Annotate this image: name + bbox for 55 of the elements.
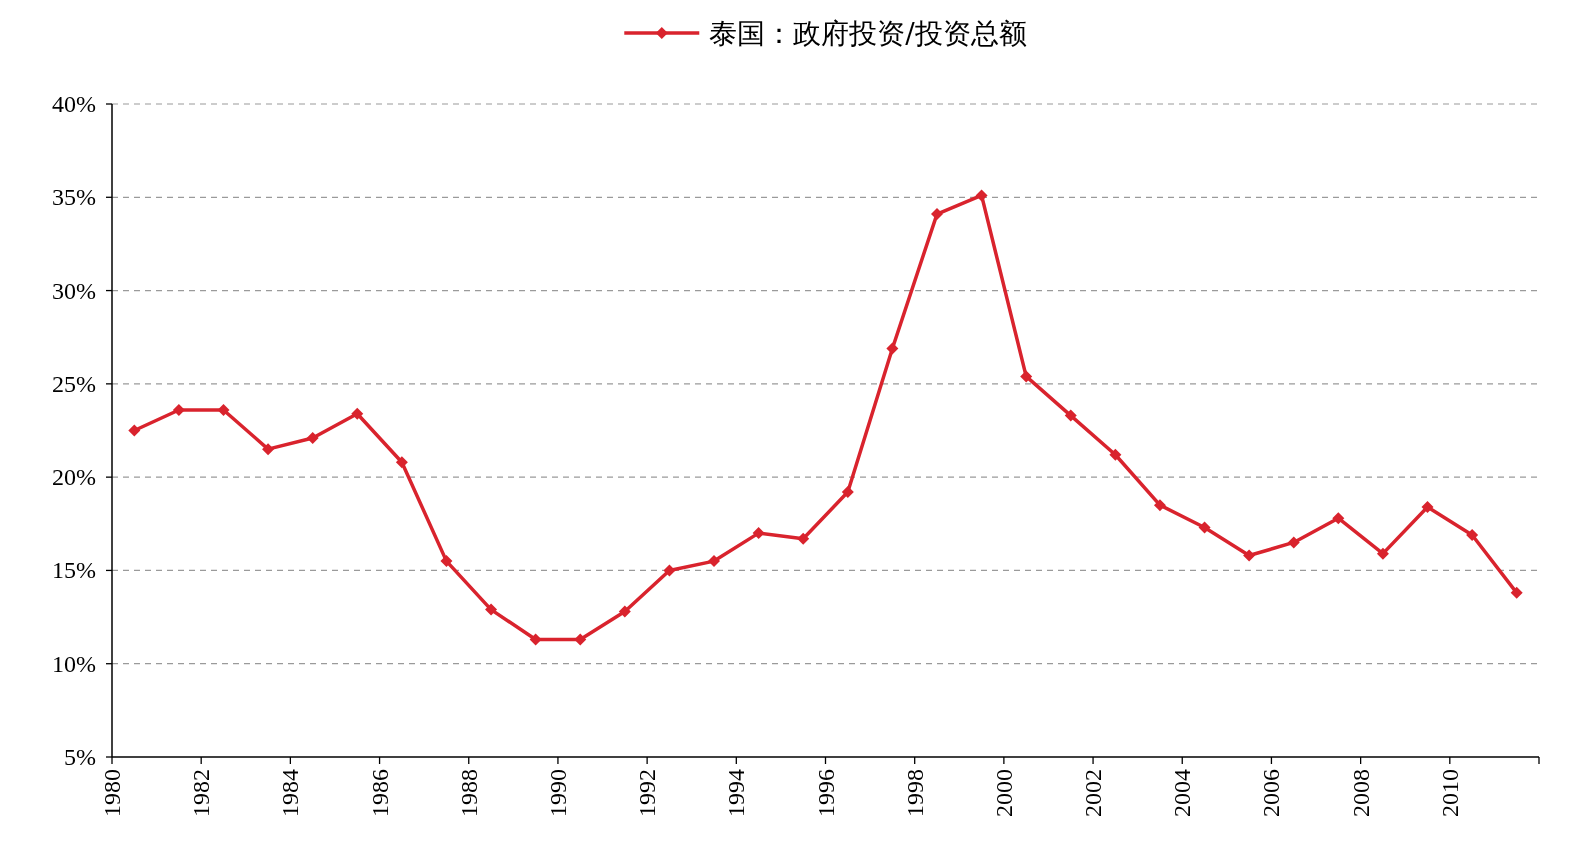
point <box>663 564 676 577</box>
point <box>930 208 943 221</box>
x-tick-label: 2006 <box>1258 769 1285 817</box>
point <box>395 456 408 469</box>
x-tick-label: 1988 <box>455 769 482 817</box>
point <box>217 403 230 416</box>
legend-label: 泰国：政府投资/投资总额 <box>709 17 1027 50</box>
point <box>886 342 899 355</box>
x-tick-label: 1986 <box>366 769 393 817</box>
point <box>708 555 721 568</box>
point <box>128 424 141 437</box>
x-tick-label: 2002 <box>1080 769 1107 817</box>
point <box>1466 528 1479 541</box>
point <box>1020 370 1033 383</box>
point <box>1064 409 1077 422</box>
y-tick-label: 20% <box>52 464 96 491</box>
point <box>1198 521 1211 534</box>
x-tick-label: 2000 <box>990 769 1017 817</box>
point <box>1510 586 1523 599</box>
point <box>351 407 364 420</box>
x-tick-label: 1980 <box>99 769 125 817</box>
point <box>172 403 185 416</box>
x-tick-label: 2010 <box>1436 769 1463 817</box>
x-tick-label: 2004 <box>1169 769 1196 817</box>
x-tick-label: 1984 <box>277 769 304 817</box>
point <box>485 603 498 616</box>
x-tick-label: 1996 <box>812 769 839 817</box>
y-tick-label: 15% <box>52 557 96 584</box>
point <box>1109 448 1122 461</box>
x-tick-label: 1998 <box>901 769 928 817</box>
point <box>1243 549 1256 562</box>
y-tick-label: 35% <box>52 184 96 211</box>
point <box>1376 547 1389 560</box>
point <box>306 431 319 444</box>
point <box>752 527 765 540</box>
x-tick-label: 1992 <box>634 769 661 817</box>
point <box>1421 500 1434 513</box>
y-tick-label: 5% <box>64 744 96 770</box>
y-tick-label: 10% <box>52 650 96 677</box>
point <box>1153 499 1166 512</box>
point <box>262 443 275 456</box>
x-tick-label: 1994 <box>723 769 750 817</box>
x-tick-label: 2008 <box>1347 769 1374 817</box>
point <box>797 532 810 545</box>
point <box>440 555 453 568</box>
point <box>1287 536 1300 549</box>
x-tick-label: 1982 <box>188 769 215 817</box>
point <box>1332 512 1345 525</box>
point <box>975 189 988 202</box>
y-tick-label: 40% <box>52 91 96 117</box>
point <box>841 486 854 499</box>
y-tick-label: 25% <box>52 370 96 397</box>
y-tick-label: 30% <box>52 277 96 304</box>
x-tick-label: 1990 <box>544 769 571 817</box>
point <box>618 605 631 618</box>
